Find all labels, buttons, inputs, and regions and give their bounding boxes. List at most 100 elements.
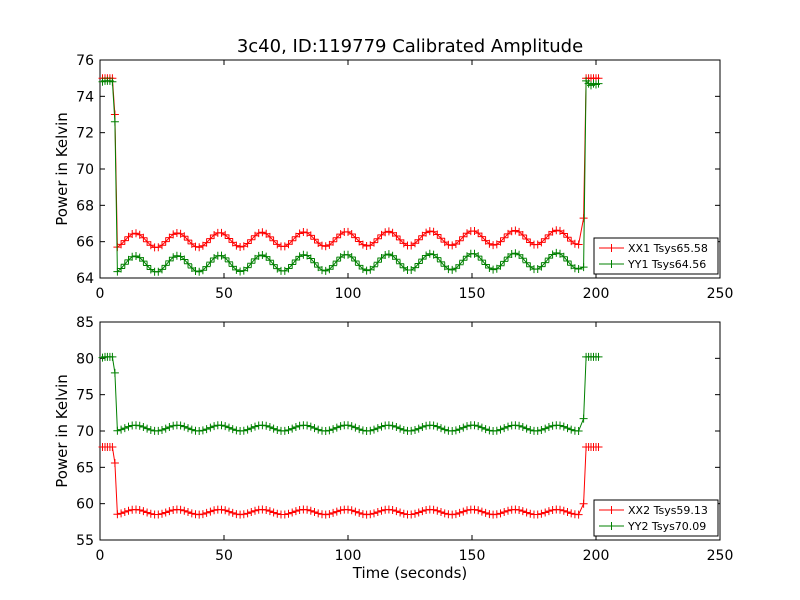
data-point-1-1-68 — [344, 421, 352, 430]
data-point-0-0-121 — [541, 234, 550, 243]
data-point-1-1-75 — [370, 425, 378, 434]
data-point-1-1-119 — [533, 426, 542, 435]
legend-marker-1 — [607, 522, 616, 530]
data-point-0-0-13 — [139, 233, 148, 242]
data-point-0-0-8 — [120, 236, 129, 245]
data-point-1-0-58 — [306, 506, 315, 515]
legend-entry-1: YY1 Tsys64.56 — [627, 258, 706, 271]
data-point-1-0-122 — [544, 507, 553, 516]
data-point-0-1-106 — [485, 264, 494, 272]
data-point-0-0-17 — [154, 243, 163, 252]
data-point-0-0-75 — [370, 238, 378, 247]
data-point-1-1-126 — [559, 422, 568, 431]
data-point-0-1-10 — [128, 252, 137, 261]
data-point-1-0-13 — [139, 507, 148, 516]
data-point-1-1-106 — [485, 426, 494, 435]
data-point-0-1-62 — [321, 266, 330, 275]
data-point-1-0-85 — [407, 510, 416, 519]
data-point-0-1-80 — [388, 251, 397, 260]
data-point-1-1-19 — [161, 424, 170, 433]
data-point-0-0-93 — [437, 234, 445, 243]
data-point-0-0-126 — [559, 229, 568, 238]
data-point-0-1-112 — [507, 250, 516, 258]
data-point-0-0-117 — [526, 238, 535, 247]
data-point-1-0-15 — [146, 509, 155, 518]
data-point-1-1-21 — [169, 421, 178, 430]
data-point-0-1-19 — [161, 261, 170, 270]
y-tick-label: 75 — [76, 388, 94, 404]
data-point-0-0-27 — [191, 242, 200, 251]
data-point-1-0-60 — [314, 509, 323, 518]
data-point-1-1-102 — [470, 421, 479, 430]
data-point-0-1-73 — [362, 266, 371, 275]
data-point-1-0-82 — [396, 508, 405, 517]
data-point-1-0-86 — [411, 509, 419, 518]
data-point-1-1-111 — [504, 422, 512, 431]
data-point-1-0-49 — [273, 509, 282, 518]
data-point-1-0-37 — [228, 508, 237, 517]
data-point-0-1-39 — [236, 267, 245, 276]
series-0-0 — [98, 74, 603, 252]
data-point-1-0-54 — [291, 507, 300, 516]
data-point-0-1-31 — [206, 258, 215, 267]
data-point-1-0-99 — [459, 507, 468, 516]
data-point-1-1-116 — [522, 424, 531, 433]
data-point-1-1-125 — [556, 421, 564, 430]
data-point-0-1-59 — [310, 258, 319, 267]
data-point-0-1-53 — [288, 260, 297, 269]
data-point-1-1-115 — [518, 423, 527, 431]
data-point-0-1-90 — [425, 249, 434, 258]
data-point-1-1-38 — [232, 426, 241, 435]
series-0-1 — [98, 76, 603, 276]
data-point-1-1-65 — [332, 423, 341, 432]
data-point-0-0-73 — [362, 242, 371, 250]
data-point-0-0-110 — [500, 233, 509, 242]
data-point-1-0-70 — [351, 507, 360, 516]
data-point-1-0-17 — [154, 510, 163, 519]
data-point-1-1-40 — [239, 426, 248, 435]
data-point-1-0-41 — [243, 509, 252, 518]
data-point-1-1-17 — [154, 426, 163, 435]
data-point-0-1-35 — [221, 253, 230, 262]
y-tick-label: 68 — [76, 198, 94, 214]
data-point-1-0-18 — [158, 509, 166, 518]
data-point-0-1-110 — [500, 257, 509, 266]
data-point-1-0-127 — [563, 508, 572, 516]
data-point-0-0-14 — [143, 237, 152, 246]
data-point-0-0-82 — [396, 235, 405, 244]
data-point-0-1-44 — [254, 251, 263, 260]
data-point-0-1-114 — [515, 250, 524, 259]
data-point-0-1-52 — [284, 264, 293, 273]
legend-entry-1: YY2 Tsys70.09 — [627, 520, 706, 533]
data-point-0-1-82 — [396, 259, 405, 268]
data-point-1-1-77 — [377, 422, 386, 431]
data-point-0-0-95 — [444, 240, 453, 249]
data-point-0-0-38 — [232, 241, 241, 250]
data-point-0-0-61 — [318, 241, 326, 250]
data-point-1-1-91 — [429, 421, 438, 430]
data-point-1-0-119 — [533, 510, 542, 519]
data-point-1-0-30 — [202, 508, 211, 517]
data-point-1-1-69 — [347, 422, 356, 431]
data-point-1-0-19 — [161, 508, 170, 517]
data-point-0-1-30 — [202, 262, 211, 271]
data-point-0-1-131 — [579, 263, 588, 272]
data-point-0-0-54 — [291, 232, 300, 241]
data-point-0-0-31 — [206, 234, 215, 243]
data-point-1-0-7 — [117, 509, 126, 518]
data-point-0-1-104 — [477, 256, 486, 265]
data-point-1-0-48 — [269, 508, 278, 517]
data-point-0-0-68 — [344, 227, 352, 236]
data-point-1-1-14 — [143, 424, 152, 433]
data-point-0-0-76 — [373, 234, 382, 243]
bottom-panel: Power in Kelvin Time (seconds) 0 50 100 150… — [53, 315, 733, 582]
data-point-1-0-80 — [388, 506, 397, 514]
data-point-0-1-116 — [522, 258, 531, 267]
x-tick-label: 100 — [335, 548, 362, 564]
data-point-1-0-40 — [239, 510, 248, 519]
data-point-1-1-36 — [225, 423, 233, 432]
data-point-0-0-59 — [310, 235, 319, 244]
legend-box — [593, 237, 719, 275]
data-point-0-0-11 — [132, 229, 140, 238]
data-point-0-1-137 — [594, 79, 603, 88]
